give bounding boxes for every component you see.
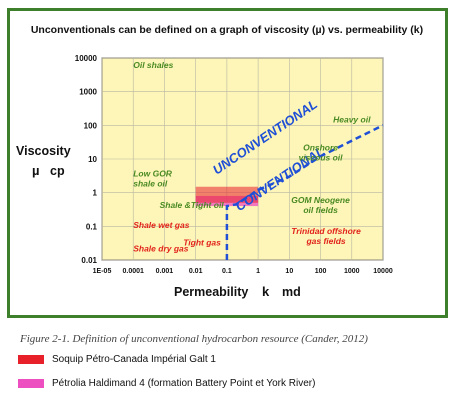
legend-swatch-haldimand: [18, 378, 44, 388]
legend-label-galt: Soquip Pétro-Canada Impérial Galt 1: [52, 353, 216, 365]
legend-swatch-galt: [18, 354, 44, 364]
legend-item-galt: Soquip Pétro-Canada Impérial Galt 1: [18, 352, 216, 366]
y-tick-label: 10000: [75, 54, 98, 63]
region-label: Onshore: [303, 142, 338, 152]
x-axis-label: Permeability: [174, 285, 248, 299]
y-tick-label: 100: [84, 121, 98, 130]
region-label: Tight gas: [183, 237, 221, 247]
x-axis-unit: md: [282, 285, 301, 299]
x-tick-label: 1E-05: [93, 268, 112, 275]
region-label: Oil shales: [133, 60, 173, 70]
region-label: GOM Neogene: [291, 195, 350, 205]
chart-svg: Unconventionals can be defined on a grap…: [16, 24, 423, 299]
x-axis-symbol: k: [262, 284, 270, 299]
region-label: shale oil: [133, 179, 168, 189]
region-label: Shale wet gas: [133, 220, 189, 230]
x-tick-label: 0.1: [222, 268, 232, 275]
y-tick-label: 1: [93, 189, 98, 198]
region-label: gas fields: [305, 236, 345, 246]
conventional-boundary-line: [225, 124, 384, 260]
x-tick-label: 0.01: [189, 268, 203, 275]
x-tick-label: 1000: [344, 268, 360, 275]
x-tick-label: 0.001: [156, 268, 174, 275]
x-tick-label: 0.0001: [123, 268, 145, 275]
x-tick-label: 1: [256, 268, 260, 275]
legend-item-haldimand: Pétrolia Haldimand 4 (formation Battery …: [18, 376, 315, 390]
x-tick-label: 10: [285, 268, 293, 275]
region-label: viscous oil: [299, 152, 344, 162]
region-label: Shale &Tight oil: [160, 200, 225, 210]
region-label: oil fields: [303, 205, 338, 215]
y-tick-label: 10: [88, 155, 97, 164]
y-tick-label: 1000: [79, 88, 97, 97]
chart-title: Unconventionals can be defined on a grap…: [31, 24, 423, 36]
y-axis-symbol: µ: [32, 163, 40, 178]
chart-frame: Unconventionals can be defined on a grap…: [7, 8, 448, 318]
x-tick-label: 10000: [373, 268, 393, 275]
x-tick-label: 100: [315, 268, 327, 275]
y-axis-label: Viscosity: [16, 144, 71, 158]
region-label: Trinidad offshore: [291, 226, 361, 236]
region-label: Low GOR: [133, 169, 173, 179]
region-label: Shale dry gas: [133, 243, 189, 253]
legend-label-haldimand: Pétrolia Haldimand 4 (formation Battery …: [52, 377, 316, 389]
figure-caption: Figure 2-1. Definition of unconventional…: [20, 333, 368, 345]
y-tick-label: 0.01: [81, 256, 97, 265]
y-axis-unit: cp: [50, 164, 65, 178]
region-label: Heavy oil: [333, 115, 371, 125]
y-tick-label: 0.1: [86, 222, 98, 231]
